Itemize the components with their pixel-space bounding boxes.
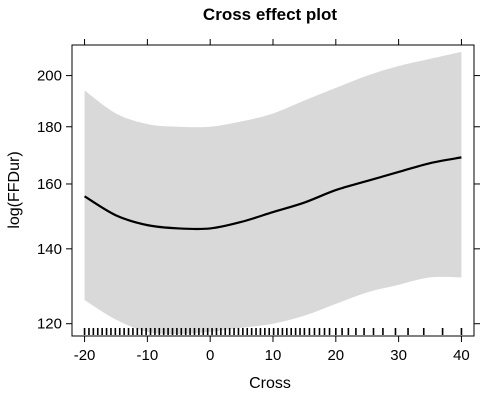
effect-line bbox=[83, 156, 462, 231]
y-tick-label: 120 bbox=[37, 316, 62, 333]
x-tick-label: -20 bbox=[74, 347, 96, 364]
x-tick-label: -10 bbox=[137, 347, 159, 364]
x-axis-label: Cross bbox=[249, 375, 291, 392]
y-axis-label: log(FFDur) bbox=[6, 151, 23, 228]
x-tick-label: 10 bbox=[265, 347, 282, 364]
chart-title: Cross effect plot bbox=[203, 5, 337, 24]
x-tick-label: 30 bbox=[390, 347, 407, 364]
x-tick-label: 20 bbox=[327, 347, 344, 364]
x-tick-label: 40 bbox=[453, 347, 470, 364]
x-tick-label: 0 bbox=[206, 347, 214, 364]
y-tick-label: 140 bbox=[37, 241, 62, 258]
y-tick-label: 200 bbox=[37, 68, 62, 85]
y-tick-label: 180 bbox=[37, 119, 62, 136]
confidence-band bbox=[84, 51, 462, 334]
y-tick-label: 160 bbox=[37, 176, 62, 193]
